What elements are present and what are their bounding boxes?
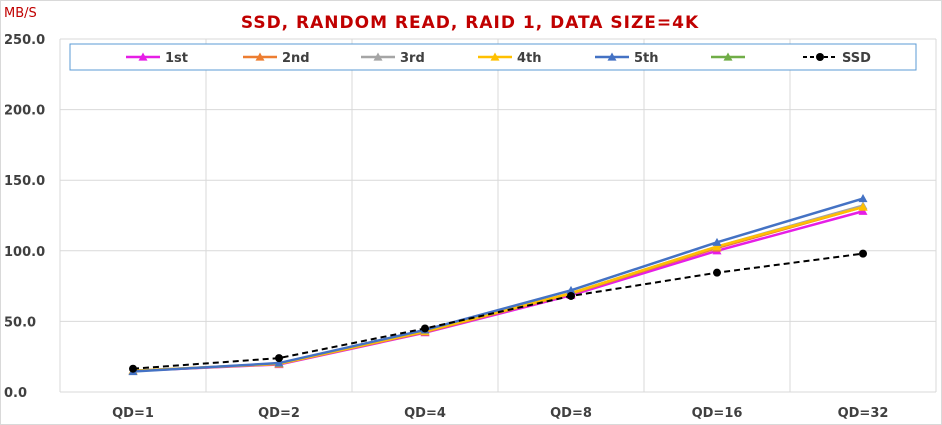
- legend-item: 2nd: [243, 51, 310, 66]
- series-ssd: [129, 249, 867, 373]
- data-point: [566, 285, 576, 294]
- x-tick-label: QD=32: [838, 406, 889, 421]
- legend-label: 5th: [634, 51, 659, 66]
- x-tick-label: QD=2: [258, 406, 300, 421]
- data-point: [859, 249, 867, 258]
- legend-item: SSD: [803, 51, 871, 66]
- series-line: [132, 252, 864, 370]
- data-point: [712, 242, 722, 251]
- series-line: [132, 197, 864, 373]
- data-point: [858, 206, 868, 215]
- legend-marker: [816, 53, 824, 61]
- x-tick-label: QD=8: [550, 406, 592, 421]
- legend-marker: [373, 52, 383, 61]
- data-point: [421, 324, 429, 333]
- legend-label: 1st: [165, 51, 188, 66]
- y-tick-label: 150.0: [4, 174, 45, 189]
- legend-label: SSD: [842, 51, 871, 66]
- legend-item: 5th: [595, 51, 659, 66]
- data-point: [129, 364, 137, 373]
- legend-item: 3rd: [361, 51, 425, 66]
- data-point: [713, 268, 721, 277]
- data-point: [567, 291, 575, 300]
- grid: [59, 38, 937, 393]
- legend-marker: [255, 52, 265, 61]
- y-axis-unit: MB/S: [4, 6, 37, 21]
- y-tick-label: 50.0: [4, 315, 36, 330]
- legend-item: [711, 52, 745, 61]
- data-point: [275, 354, 283, 363]
- legend-item: 4th: [478, 51, 542, 66]
- series-lines: [128, 194, 868, 376]
- data-point: [274, 358, 284, 367]
- legend-label: 4th: [517, 51, 542, 66]
- legend-marker: [723, 52, 733, 61]
- chart-title: SSD, RANDOM READ, RAID 1, DATA SIZE=4K: [241, 13, 699, 33]
- legend: 1st 2nd 3rd 4th 5th SSD: [69, 43, 917, 71]
- axis-labels: 0.0 50.0 100.0 150.0 200.0 250.0 QD=1 QD=2 QD=4 Q…: [4, 33, 888, 421]
- y-tick-label: 0.0: [4, 386, 27, 401]
- x-tick-label: QD=4: [404, 406, 446, 421]
- legend-label: 2nd: [282, 51, 310, 66]
- x-tick-label: QD=1: [112, 406, 154, 421]
- x-tick-label: QD=16: [692, 406, 743, 421]
- legend-marker: [138, 52, 148, 61]
- data-point: [712, 237, 722, 246]
- legend-item: 1st: [126, 51, 188, 66]
- y-tick-label: 250.0: [4, 33, 45, 48]
- data-point: [858, 202, 868, 211]
- y-tick-label: 200.0: [4, 104, 45, 119]
- data-point: [858, 194, 868, 203]
- legend-label: 3rd: [400, 51, 425, 66]
- legend-marker: [490, 52, 500, 61]
- y-tick-label: 100.0: [4, 245, 45, 260]
- legend-marker: [607, 52, 617, 61]
